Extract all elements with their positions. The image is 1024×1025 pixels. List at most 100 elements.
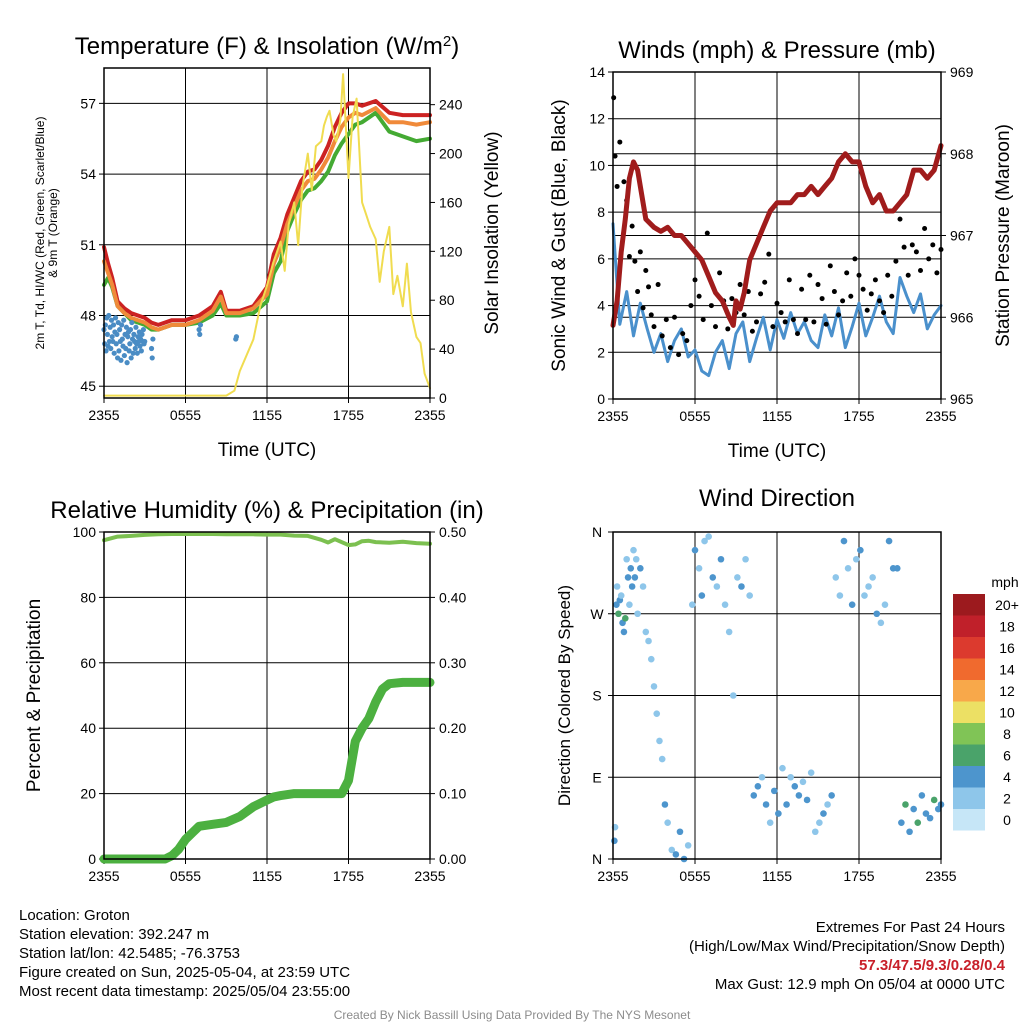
chart-title: Temperature (F) & Insolation (W/m2) [75, 33, 459, 61]
wind-direction-point [624, 574, 632, 581]
gust-point [823, 321, 829, 327]
elevation-text: Station elevation: 392.247 m [19, 926, 210, 943]
legend-label: 20+ [995, 597, 1019, 613]
wind-direction-point [613, 601, 620, 608]
wind-direction-point [783, 801, 790, 808]
wind-direction-point [626, 601, 633, 608]
gust-point [626, 254, 632, 260]
hi-wc-point [119, 336, 125, 342]
wind-direction-point [676, 828, 684, 836]
wind-direction-point [645, 637, 652, 645]
gust-point [811, 319, 817, 325]
x-tick-label: 2355 [597, 408, 628, 424]
hi-wc-point [140, 327, 146, 333]
gust-point [648, 312, 654, 318]
y-tick-label-left: 10 [589, 157, 605, 173]
y-tick-label: N [592, 851, 602, 867]
hi-wc-point [137, 343, 143, 349]
gust-point [749, 328, 755, 334]
x-tick-label: 2355 [414, 868, 445, 884]
wind-direction-point [617, 592, 625, 599]
hi-wc-point [132, 345, 138, 352]
wind-direction-point [807, 769, 815, 777]
credit-text: Created By Nick Bassill Using Data Provi… [333, 1008, 691, 1022]
wind-direction-point [824, 801, 831, 808]
wind-direction-point [701, 537, 708, 545]
plot-frame [612, 531, 942, 860]
gust-point [676, 352, 682, 358]
legend-swatch [953, 637, 985, 659]
y-axis-label-right: Station Pressure (Maroon) [993, 124, 1014, 347]
wind-direction-point [628, 583, 636, 590]
x-tick-label: 2355 [88, 407, 119, 423]
gust-point [901, 244, 907, 250]
hi-wc-point [134, 350, 140, 356]
hi-wc-point [128, 355, 134, 361]
hi-wc-point [130, 350, 136, 356]
hi-wc-point [123, 324, 130, 330]
hi-wc-point [108, 345, 114, 352]
gust-point [897, 216, 903, 222]
gust-point [617, 139, 623, 145]
chart-title: Relative Humidity (%) & Precipitation (i… [50, 497, 483, 524]
gust-point [889, 293, 895, 299]
hi-wc-point [142, 338, 148, 345]
wind-direction-point [836, 592, 844, 599]
gust-point [717, 270, 723, 276]
hi-wc-point [104, 331, 110, 337]
wind-direction-point [734, 574, 741, 581]
gust-point [659, 333, 665, 339]
hi-wc-point [116, 348, 122, 354]
gust-point [637, 249, 643, 255]
wind-direction-point [634, 610, 641, 618]
legend-label: 2 [1003, 790, 1011, 806]
wind-direction-point [766, 819, 774, 826]
wind-direction-point [717, 555, 725, 563]
gust-point [848, 293, 854, 299]
x-tick-label: 1155 [252, 407, 282, 423]
gust-point [621, 179, 627, 185]
gust-point [913, 249, 919, 255]
y-tick-label-right: 966 [950, 309, 974, 325]
gust-point [909, 242, 915, 248]
wind-direction-point [746, 592, 753, 599]
legend-title: mph [991, 574, 1018, 590]
y-tick-label-left: 0 [597, 391, 605, 407]
legend-label: 12 [999, 683, 1015, 699]
gust-point [635, 289, 641, 295]
legend-swatch [953, 615, 985, 637]
gust-point [807, 272, 813, 278]
gust-point [684, 338, 690, 344]
hi-wc-point [133, 324, 139, 330]
legend-label: 16 [999, 640, 1015, 656]
y-axis-label-left-line2: & 9m T (Orange) [46, 188, 60, 278]
y-tick-label-right: 160 [439, 194, 463, 210]
gust-point [692, 277, 698, 283]
wind-direction-point [779, 764, 786, 772]
wind-direction-point [623, 555, 630, 563]
relative-humidity-line [102, 532, 432, 548]
x-tick-label: 1155 [252, 868, 282, 884]
y-tick-label-left: 4 [597, 298, 605, 314]
wind-direction-point [930, 796, 938, 804]
hi-wc-point [129, 319, 135, 326]
figure-created-text: Figure created on Sun, 2025-05-04, at 23… [19, 964, 351, 981]
hi-wc-point [149, 355, 155, 361]
legend-label: 10 [999, 704, 1015, 720]
hi-wc-point [197, 331, 203, 337]
y-tick-label-left: 48 [80, 308, 96, 324]
y-axis-label-left: Percent & Precipitation [24, 599, 45, 792]
chart-title: Winds (mph) & Pressure (mb) [618, 37, 935, 64]
gust-point [629, 223, 635, 229]
gust-point [819, 296, 825, 302]
wind-direction-point [611, 837, 618, 845]
x-axis-label: Time (UTC) [218, 440, 317, 461]
gust-point [885, 272, 891, 278]
hi-wc-point [111, 350, 117, 356]
y-tick-label: S [592, 688, 601, 704]
wind-direction-point [787, 773, 794, 781]
legend-label: 14 [999, 661, 1015, 677]
station-info: Location: Groton Station elevation: 392.… [19, 906, 350, 1001]
gust-point [688, 303, 694, 309]
y-tick-label-left: 57 [80, 95, 96, 111]
